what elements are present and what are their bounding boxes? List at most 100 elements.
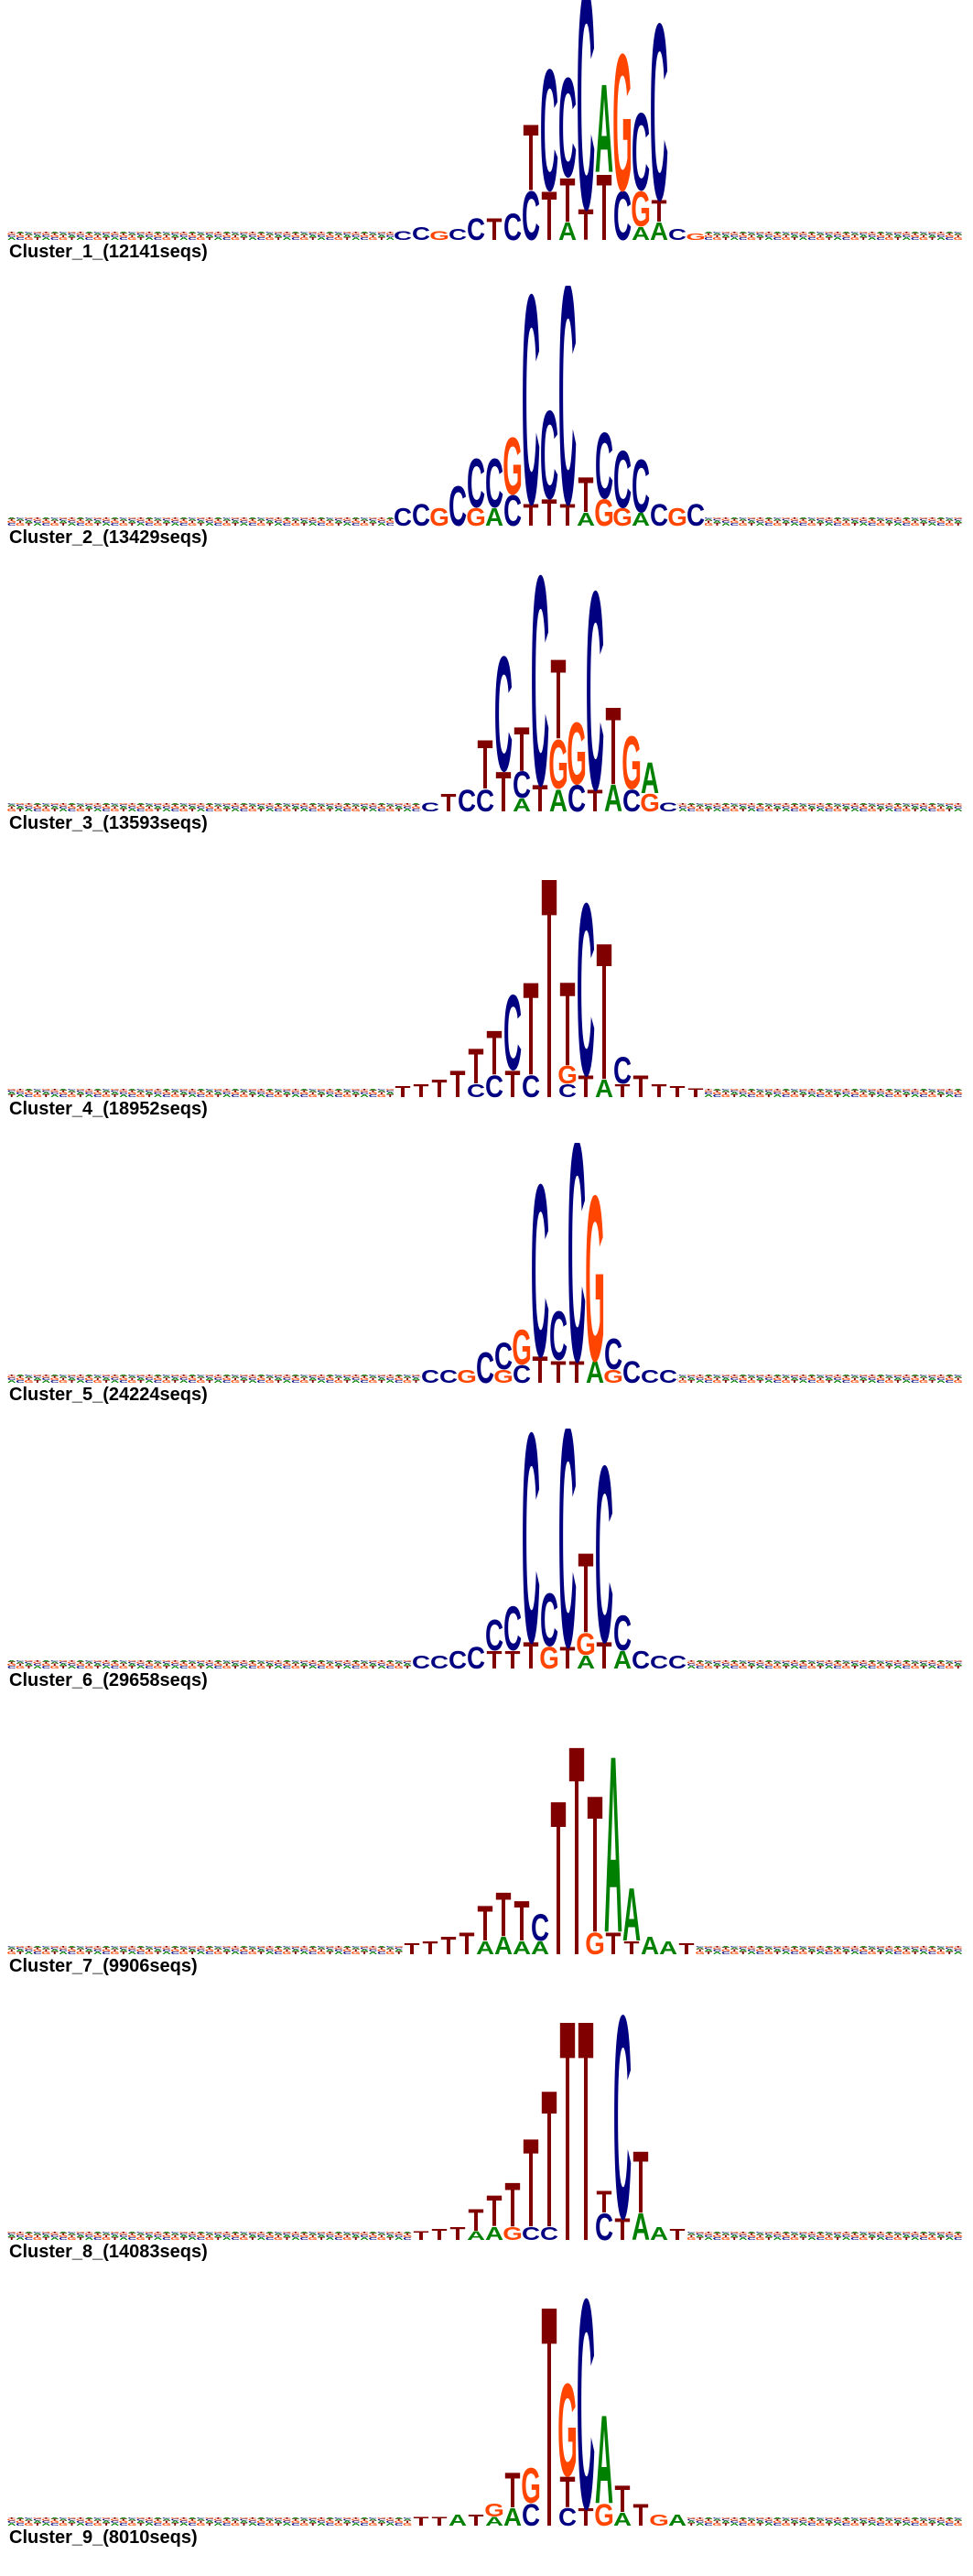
- background-letter-T: T: [816, 522, 824, 527]
- background-letter-G: G: [816, 804, 825, 807]
- background-letter-G: G: [325, 2233, 334, 2235]
- background-letter-T: T: [869, 1949, 876, 1952]
- background-letter-T: T: [198, 1946, 205, 1948]
- background-letter-T: T: [300, 1946, 308, 1948]
- background-letter-C: C: [713, 806, 722, 810]
- background-letter-G: G: [291, 1665, 300, 1669]
- letter-C: C: [540, 2223, 558, 2244]
- background-letter-C: C: [747, 806, 756, 810]
- background-letter-T: T: [120, 2518, 127, 2521]
- background-letter-A: A: [696, 2234, 705, 2238]
- background-letter-C: C: [68, 1089, 77, 1091]
- background-letter-G: G: [239, 518, 248, 521]
- background-letter-A: A: [351, 1379, 360, 1384]
- background-letter-C: C: [799, 803, 808, 805]
- background-letter-A: A: [928, 234, 937, 238]
- column-mask: [531, 1943, 549, 1956]
- background-letter-T: T: [705, 233, 712, 235]
- letter-C: C: [586, 571, 604, 849]
- background-letter-C: C: [928, 808, 936, 812]
- background-letter-T: T: [859, 517, 867, 519]
- background-letter-C: C: [739, 1947, 748, 1950]
- background-letter-T: T: [757, 1092, 764, 1095]
- background-letter-T: T: [765, 518, 773, 521]
- background-letter-G: G: [308, 806, 318, 810]
- background-letter-T: T: [120, 1951, 127, 1955]
- background-letter-A: A: [179, 236, 188, 241]
- background-letter-G: G: [911, 234, 920, 238]
- background-letter-A: A: [954, 1663, 963, 1667]
- background-letter-C: C: [93, 2236, 102, 2241]
- background-letter-T: T: [697, 1661, 704, 1664]
- background-letter-A: A: [68, 1946, 77, 1948]
- background-letter-G: G: [833, 2232, 842, 2234]
- background-letter-A: A: [222, 1093, 231, 1098]
- background-letter-G: G: [308, 232, 318, 234]
- background-letter-G: G: [730, 1951, 739, 1955]
- background-letter-T: T: [386, 2517, 394, 2519]
- background-letter-T: T: [335, 1377, 342, 1381]
- background-letter-A: A: [825, 234, 834, 238]
- column-mask: [485, 2515, 503, 2527]
- background-letter-C: C: [386, 234, 395, 238]
- background-letter-G: G: [739, 2233, 748, 2235]
- background-letter-C: C: [696, 2233, 705, 2235]
- background-letter-A: A: [154, 1375, 163, 1376]
- background-letter-T: T: [783, 803, 790, 805]
- background-letter-T: T: [318, 1375, 325, 1376]
- column-mask: [568, 800, 586, 813]
- background-letter-C: C: [291, 236, 299, 241]
- background-letter-A: A: [33, 1946, 42, 1948]
- background-letter-C: C: [265, 2517, 275, 2519]
- background-letter-T: T: [800, 1949, 807, 1952]
- background-letter-G: G: [403, 2234, 412, 2238]
- background-letter-T: T: [77, 2517, 84, 2519]
- background-letter-C: C: [721, 520, 730, 524]
- background-letter-T: T: [266, 1090, 274, 1092]
- background-letter-A: A: [334, 520, 343, 524]
- background-letter-T: T: [128, 1665, 135, 1669]
- background-letter-G: G: [7, 2232, 16, 2234]
- column-mask: [558, 1658, 577, 1670]
- background-letter-C: C: [790, 1663, 799, 1667]
- background-letter-T: T: [327, 520, 334, 524]
- background-letter-A: A: [111, 804, 120, 807]
- background-letter-T: T: [352, 2236, 360, 2241]
- background-letter-T: T: [112, 1093, 119, 1098]
- background-letter-C: C: [395, 2234, 404, 2238]
- background-letter-A: A: [730, 1947, 740, 1950]
- background-letter-G: G: [84, 1377, 93, 1381]
- background-letter-C: C: [842, 2234, 851, 2238]
- background-letter-C: C: [317, 1665, 325, 1669]
- column-mask: [412, 1658, 430, 1670]
- background-letter-G: G: [755, 2236, 764, 2241]
- background-letter-T: T: [395, 1951, 403, 1955]
- background-letter-A: A: [42, 1092, 51, 1095]
- background-letter-T: T: [886, 1946, 893, 1948]
- background-letter-A: A: [893, 2520, 903, 2524]
- background-letter-T: T: [808, 808, 816, 812]
- background-letter-C: C: [171, 1375, 180, 1378]
- background-letter-G: G: [334, 804, 343, 807]
- column-mask: [668, 515, 687, 527]
- background-letter-A: A: [265, 2232, 275, 2234]
- background-letter-T: T: [292, 808, 299, 812]
- column-mask: [604, 800, 622, 813]
- background-letter-G: G: [807, 803, 816, 805]
- background-letter-G: G: [773, 234, 782, 238]
- background-letter-G: G: [76, 1089, 85, 1091]
- column-mask: [522, 2515, 540, 2527]
- background-letter-G: G: [893, 232, 903, 234]
- background-letter-A: A: [119, 1661, 128, 1664]
- background-letter-G: G: [291, 2520, 300, 2524]
- background-letter-C: C: [885, 1375, 894, 1376]
- background-letter-T: T: [223, 2232, 231, 2234]
- background-letter-G: G: [712, 804, 721, 807]
- background-letter-T: T: [679, 803, 687, 805]
- background-letter-G: G: [954, 236, 963, 241]
- background-letter-A: A: [283, 2522, 291, 2527]
- background-letter-T: T: [386, 1093, 394, 1098]
- background-letter-A: A: [928, 803, 937, 805]
- background-letter-G: G: [807, 1665, 816, 1669]
- background-letter-C: C: [93, 1949, 103, 1952]
